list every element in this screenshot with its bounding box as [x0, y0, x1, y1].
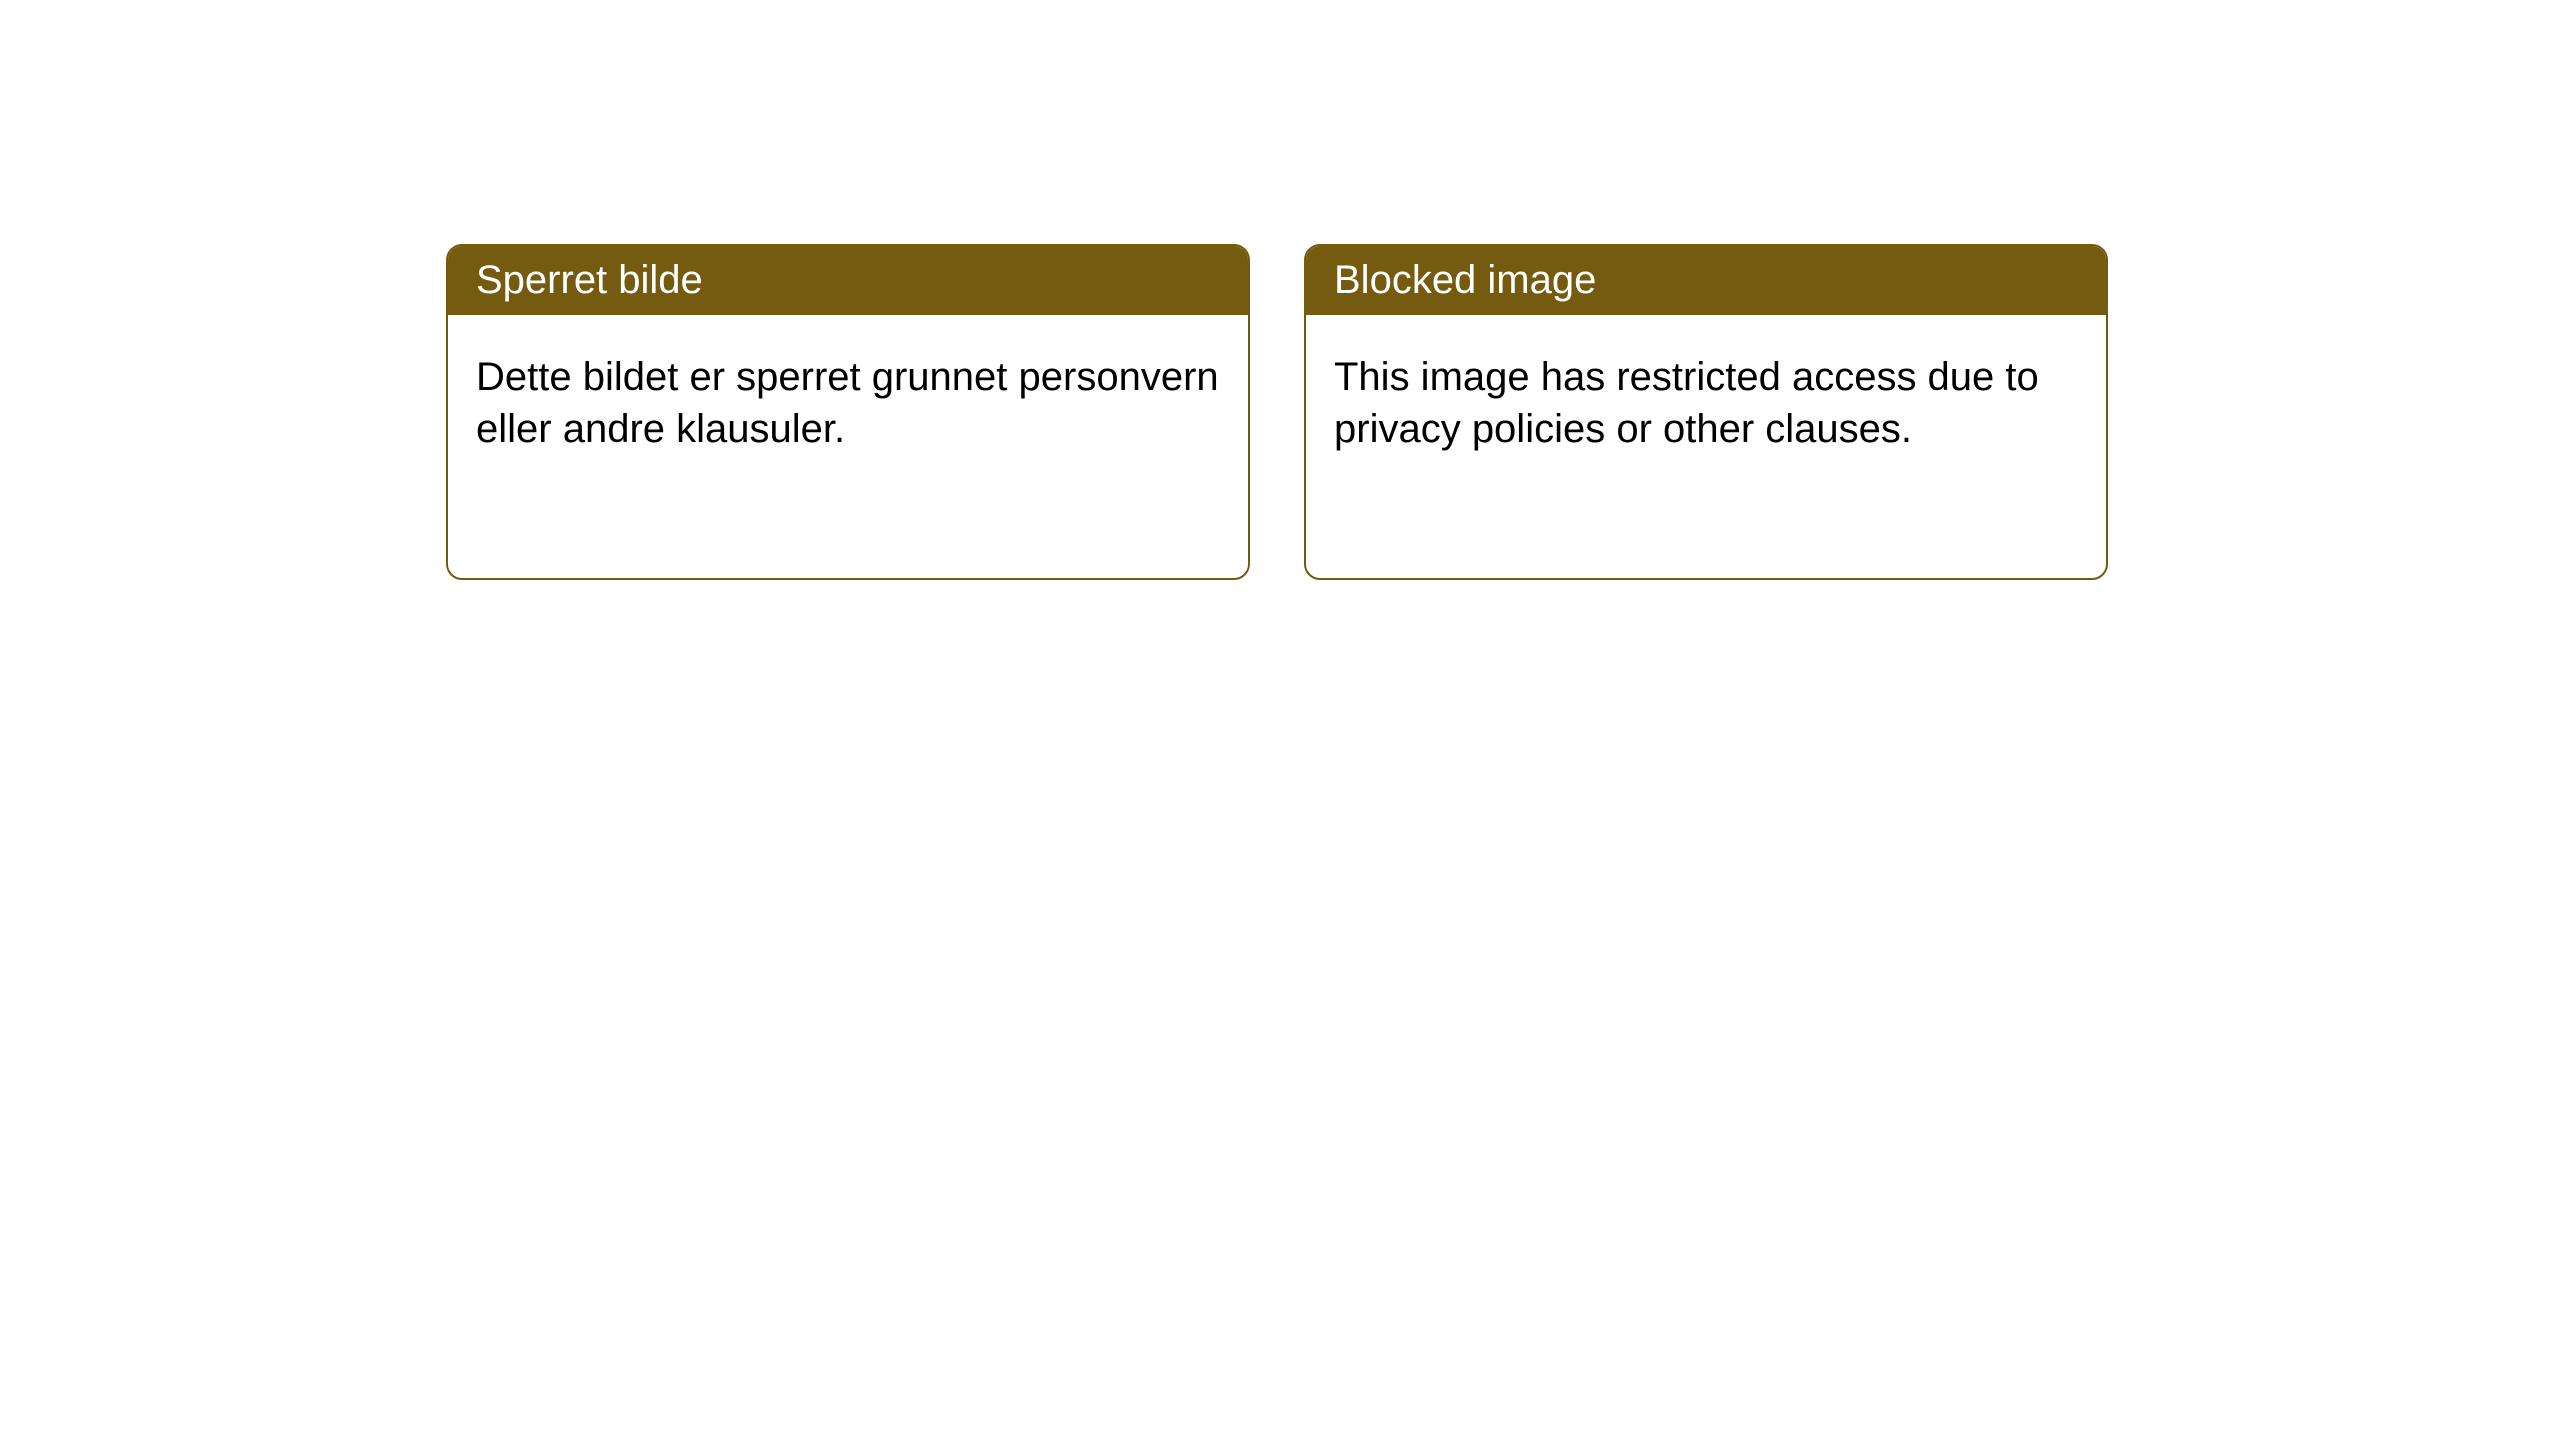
card-body: Dette bildet er sperret grunnet personve…	[448, 315, 1248, 491]
card-title: Sperret bilde	[448, 246, 1248, 315]
card-title: Blocked image	[1306, 246, 2106, 315]
notice-container: Sperret bilde Dette bildet er sperret gr…	[0, 0, 2560, 580]
notice-card-english: Blocked image This image has restricted …	[1304, 244, 2108, 580]
notice-card-norwegian: Sperret bilde Dette bildet er sperret gr…	[446, 244, 1250, 580]
card-body: This image has restricted access due to …	[1306, 315, 2106, 491]
